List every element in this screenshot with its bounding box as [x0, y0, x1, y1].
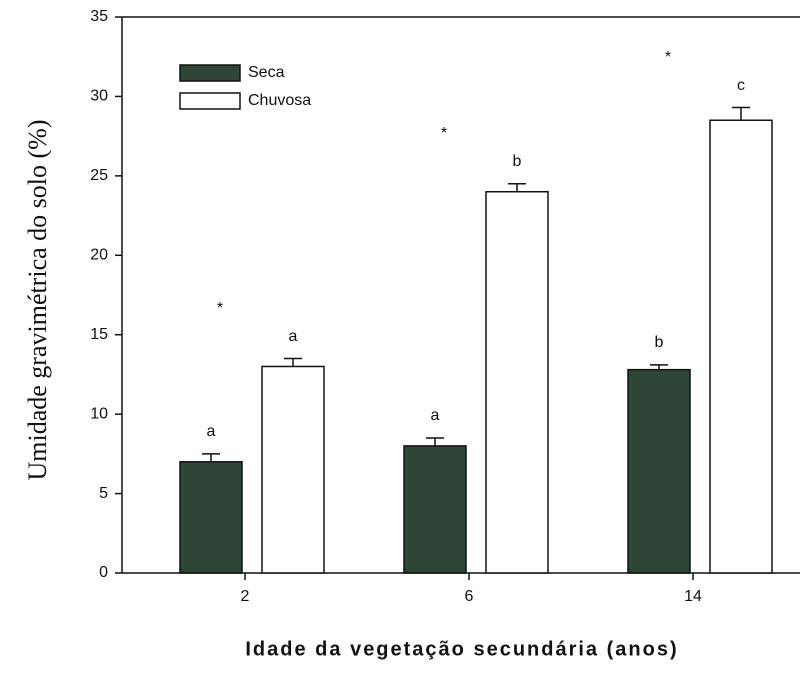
letter-label: c [737, 77, 745, 94]
legend-label: Chuvosa [248, 92, 311, 109]
y-tick-label: 5 [99, 485, 108, 502]
significance-mark: * [441, 125, 447, 142]
y-tick-label: 25 [90, 167, 108, 184]
letter-label: a [289, 328, 298, 345]
letter-label: b [655, 334, 664, 351]
legend-swatch [179, 64, 241, 82]
y-axis-label: Umidade gravimétrica do solo (%) [23, 120, 52, 481]
bar [261, 365, 325, 574]
y-tick-label: 10 [90, 405, 108, 422]
letter-label: b [513, 153, 522, 170]
legend-swatch [179, 92, 241, 110]
y-tick-label: 20 [90, 247, 108, 264]
bar [403, 445, 467, 574]
y-tick-label: 0 [99, 564, 108, 581]
y-tick-label: 15 [90, 326, 108, 343]
legend-label: Seca [248, 64, 285, 81]
x-axis-label: Idade da vegetação secundária (anos) [245, 638, 678, 660]
x-tick-label: 14 [684, 588, 702, 605]
bar [709, 119, 773, 574]
bar [485, 190, 549, 574]
letter-label: a [431, 407, 440, 424]
x-tick-label: 2 [241, 588, 250, 605]
significance-mark: * [217, 300, 223, 317]
y-tick-label: 30 [90, 88, 108, 105]
bar [179, 461, 243, 574]
x-tick-label: 6 [465, 588, 474, 605]
y-tick-label: 35 [90, 8, 108, 25]
letter-label: a [207, 423, 216, 440]
bar [627, 368, 691, 574]
significance-mark: * [665, 49, 671, 66]
